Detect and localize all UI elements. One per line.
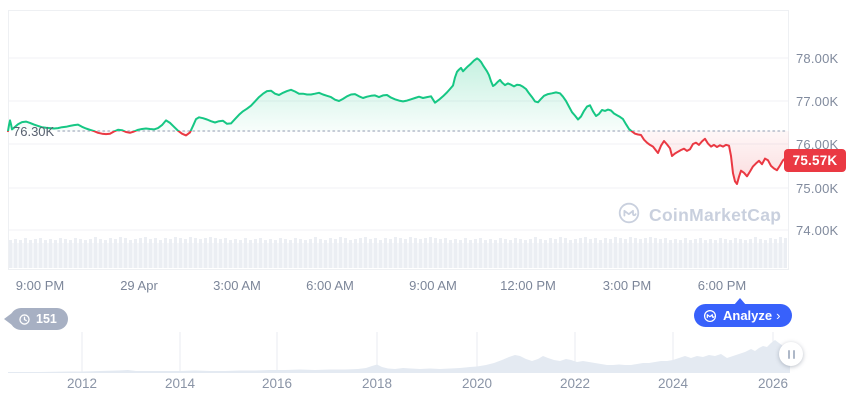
year-axis-label: 2020	[461, 376, 493, 391]
timeline-drag-handle[interactable]	[779, 342, 803, 366]
x-axis-label: 9:00 AM	[409, 278, 457, 293]
watermark-text: CoinMarketCap	[649, 205, 782, 225]
cmc-logo-icon	[617, 201, 641, 230]
pause-icon	[787, 349, 790, 359]
year-axis-label: 2024	[657, 376, 689, 391]
cmc-logo-icon	[703, 309, 717, 323]
year-axis-label: 2018	[361, 376, 393, 391]
year-axis-label: 2014	[164, 376, 196, 391]
analyze-label: Analyze	[723, 308, 773, 323]
y-axis-label: 75.00K	[796, 181, 839, 196]
year-axis-label: 2022	[559, 376, 591, 391]
current-price-badge: 75.57K	[784, 149, 846, 172]
year-axis-label: 2016	[261, 376, 293, 391]
x-axis-label: 6:00 PM	[697, 278, 747, 293]
history-count: 151	[36, 312, 57, 326]
year-axis-label: 2026	[757, 376, 789, 391]
x-axis-label: 29 Apr	[120, 278, 158, 293]
chevron-right-icon: ›	[776, 308, 781, 323]
x-axis-label: 12:00 PM	[500, 278, 556, 293]
y-axis-label: 78.00K	[796, 51, 839, 66]
x-axis-label: 3:00 AM	[213, 278, 261, 293]
year-axis-label: 2012	[66, 376, 98, 391]
history-count-badge[interactable]: 151	[10, 308, 68, 330]
history-icon	[18, 313, 31, 326]
y-axis-label: 74.00K	[796, 223, 839, 238]
x-axis-label: 9:00 PM	[15, 278, 65, 293]
y-axis-label: 77.00K	[796, 94, 839, 109]
pause-icon	[792, 349, 795, 359]
baseline-price-label: 76.30K	[13, 124, 55, 139]
y-axis-label: 76.00K	[796, 137, 839, 152]
x-axis-label: 3:00 PM	[602, 278, 652, 293]
x-axis-label: 6:00 AM	[306, 278, 354, 293]
analyze-button[interactable]: Analyze ›	[694, 298, 793, 327]
watermark: CoinMarketCap	[617, 201, 781, 230]
